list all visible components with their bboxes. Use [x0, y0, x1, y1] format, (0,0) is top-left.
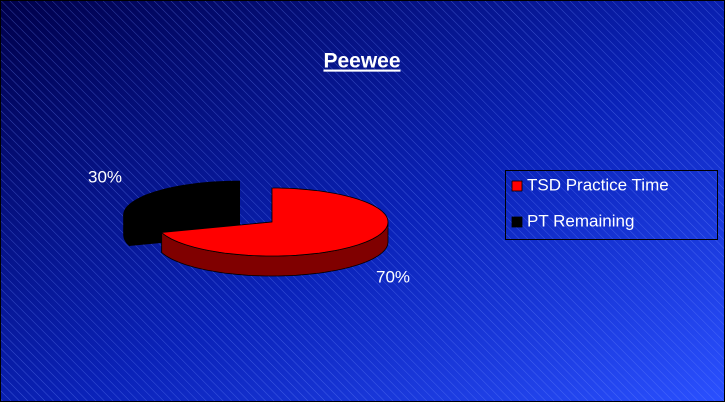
data-label: 70%: [376, 267, 410, 286]
legend-swatch: [511, 216, 523, 228]
legend-label: TSD Practice Time: [527, 175, 669, 194]
data-label: 30%: [88, 167, 122, 186]
legend-label: PT Remaining: [527, 211, 634, 230]
slice: [160, 187, 389, 257]
chart-title: Peewee: [323, 50, 400, 73]
pie: [123, 180, 389, 277]
legend-box: [505, 170, 718, 240]
slice: [123, 180, 240, 227]
legend-swatch: [511, 180, 523, 192]
